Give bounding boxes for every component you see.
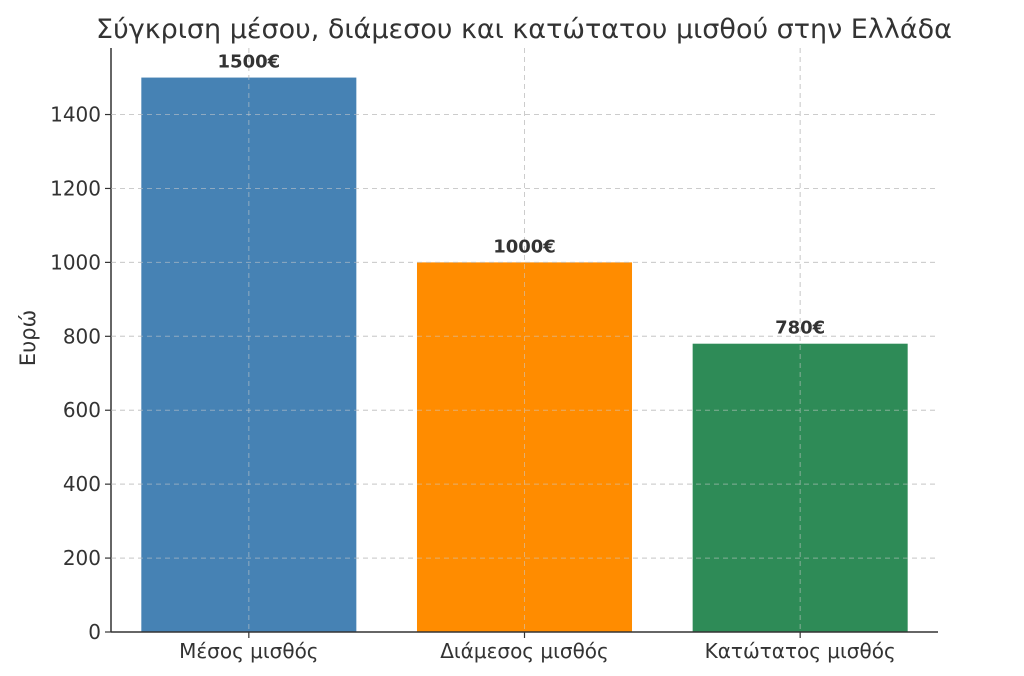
bar-value-label: 780€ bbox=[775, 318, 825, 339]
x-tick-label: Κατώτατος μισθός bbox=[705, 639, 896, 663]
chart-title: Σύγκριση μέσου, διάμεσου και κατώτατου μ… bbox=[96, 14, 952, 45]
y-tick-label: 1200 bbox=[50, 176, 101, 200]
y-tick-label: 0 bbox=[88, 620, 101, 644]
y-tick-label: 200 bbox=[63, 546, 101, 570]
y-tick-label: 400 bbox=[63, 472, 101, 496]
x-tick-label: Διάμεσος μισθός bbox=[440, 639, 609, 663]
bar-value-label: 1000€ bbox=[493, 236, 556, 257]
y-axis-label: Ευρώ bbox=[16, 310, 40, 366]
x-tick-label: Μέσος μισθός bbox=[179, 639, 318, 663]
axis-layer: 0 200 400 600 800 1000 1200 1400 Μέσος μισθός Διά… bbox=[50, 48, 938, 663]
y-tick-label: 800 bbox=[63, 324, 101, 348]
y-tick-label: 1000 bbox=[50, 250, 101, 274]
label-layer: 1500€ 1000€ 780€ bbox=[111, 48, 938, 632]
y-tick-label: 1400 bbox=[50, 103, 101, 127]
bar-value-label: 1500€ bbox=[218, 52, 281, 73]
y-tick-label: 600 bbox=[63, 398, 101, 422]
